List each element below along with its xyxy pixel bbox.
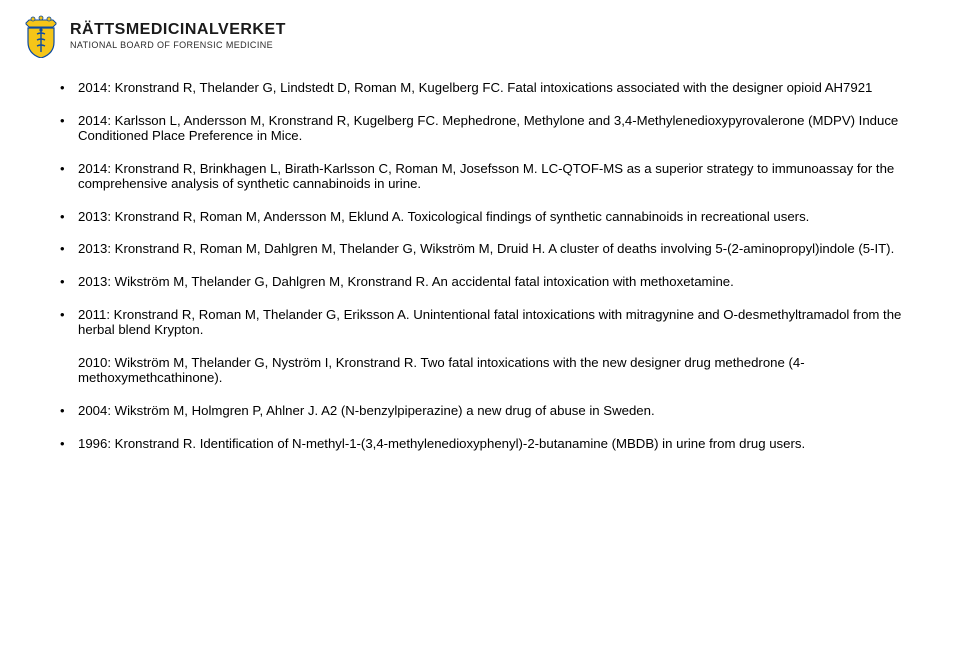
reference-item: 2010: Wikström M, Thelander G, Nyström I… xyxy=(78,355,908,386)
reference-list: 2014: Kronstrand R, Thelander G, Lindste… xyxy=(78,80,908,451)
reference-item: 2014: Kronstrand R, Thelander G, Lindste… xyxy=(78,80,908,96)
org-text-block: RÄTTSMEDICINALVERKET NATIONAL BOARD OF F… xyxy=(70,22,286,50)
org-subtitle: NATIONAL BOARD OF FORENSIC MEDICINE xyxy=(70,41,286,50)
reference-item: 1996: Kronstrand R. Identification of N-… xyxy=(78,436,908,452)
reference-item: 2014: Karlsson L, Andersson M, Kronstran… xyxy=(78,113,908,144)
reference-item: 2013: Kronstrand R, Roman M, Dahlgren M,… xyxy=(78,241,908,257)
reference-item: 2004: Wikström M, Holmgren P, Ahlner J. … xyxy=(78,403,908,419)
header: RÄTTSMEDICINALVERKET NATIONAL BOARD OF F… xyxy=(0,0,960,66)
reference-item: 2013: Kronstrand R, Roman M, Andersson M… xyxy=(78,209,908,225)
reference-item: 2014: Kronstrand R, Brinkhagen L, Birath… xyxy=(78,161,908,192)
reference-item: 2013: Wikström M, Thelander G, Dahlgren … xyxy=(78,274,908,290)
reference-list-region: 2014: Kronstrand R, Thelander G, Lindste… xyxy=(0,66,960,451)
org-crest-icon xyxy=(22,14,60,58)
org-name: RÄTTSMEDICINALVERKET xyxy=(70,22,286,39)
reference-item: 2011: Kronstrand R, Roman M, Thelander G… xyxy=(78,307,908,338)
